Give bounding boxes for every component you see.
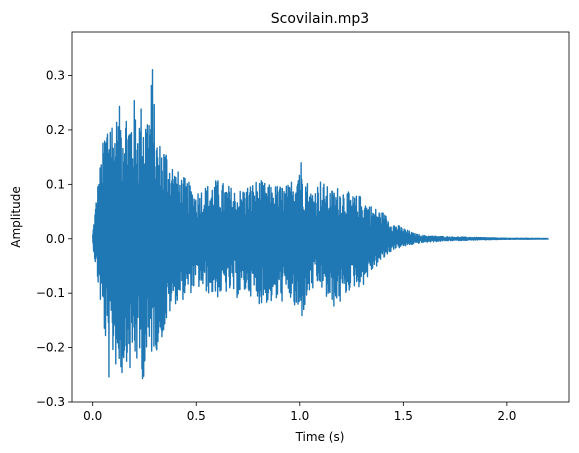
x-tick-label: 0.0 xyxy=(83,409,102,423)
x-tick-label: 1.0 xyxy=(290,409,309,423)
x-tick-label: 2.0 xyxy=(497,409,516,423)
chart-title: Scovilain.mp3 xyxy=(271,11,369,27)
y-tick-label: 0.0 xyxy=(46,232,65,246)
y-axis-label: Amplitude xyxy=(9,186,23,248)
x-tick-label: 1.5 xyxy=(394,409,413,423)
x-axis-label: Time (s) xyxy=(295,430,345,444)
y-tick-label: 0.3 xyxy=(46,69,65,83)
waveform-line xyxy=(92,69,549,380)
plot-area xyxy=(71,31,570,403)
y-tick-label: 0.2 xyxy=(46,123,65,137)
x-axis: 0.0 0.5 1.0 1.5 2.0 xyxy=(83,402,516,423)
y-tick-label: −0.3 xyxy=(36,395,65,409)
y-axis: −0.3 −0.2 −0.1 0.0 0.1 0.2 0.3 xyxy=(36,69,72,409)
y-tick-label: 0.1 xyxy=(46,177,65,191)
y-tick-label: −0.1 xyxy=(36,286,65,300)
y-tick-label: −0.2 xyxy=(36,341,65,355)
axes-frame xyxy=(71,31,570,403)
x-tick-label: 0.5 xyxy=(187,409,206,423)
